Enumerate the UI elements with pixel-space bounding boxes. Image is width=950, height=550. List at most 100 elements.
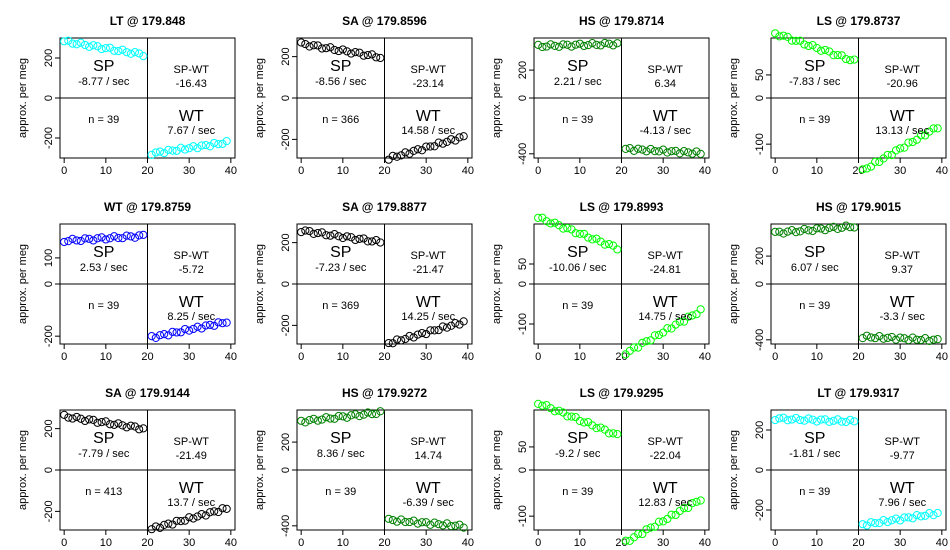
diff-value: -5.72 [179,264,204,276]
wt-data-point [663,148,672,157]
sp-data-point [821,226,830,235]
diff-label: SP-WT [174,64,210,76]
wt-data-point [684,503,693,513]
wt-data-point [392,152,402,161]
y-tick-label: 50 [517,441,529,453]
wt-data-point [858,165,867,174]
sp-data-point [363,237,372,246]
wt-data-point [388,515,397,525]
sp-data-point [808,415,817,424]
chart-svg: LT @ 179.9317 approx. per meg 0 10 20 30 40 -20… [728,386,948,549]
wt-data-point [871,157,880,166]
diff-label: SP-WT [885,250,921,262]
wt-data-point [621,144,630,153]
wt-data-point [887,332,896,342]
sp-data-point [825,223,834,233]
sp-data-point [571,412,580,422]
wt-label: WT [653,480,678,497]
wt-rate: 13.7 / sec [167,497,215,509]
chart-panel: SA @ 179.8596 approx. per meg 0 10 20 30 40 -20… [245,0,476,178]
wt-data-point [426,520,435,529]
sp-data-point [554,406,564,415]
wt-data-point [912,335,921,344]
sp-label: SP [93,430,114,447]
sp-data-point [534,213,543,223]
sp-data-point [342,232,352,241]
sp-data-point [821,45,830,55]
wt-data-point [189,514,198,523]
sp-data-point [330,45,339,55]
wt-data-point [172,516,181,525]
diff-label: SP-WT [411,64,447,76]
y-tick-label: -400 [280,515,292,537]
wt-data-point [629,146,639,155]
chart-panel: HS @ 179.9272 approx. per meg 0 10 20 30 40 -40… [245,372,476,550]
wt-data-point [679,147,689,156]
diff-value: -9.77 [890,450,915,462]
sp-data-point [604,39,614,48]
wt-data-point [172,146,181,155]
sp-data-point [122,231,131,240]
wt-data-point [155,523,165,533]
wt-data-point [684,148,693,157]
sp-rate: -10.06 / sec [549,262,607,274]
wt-data-point [654,147,664,156]
sp-data-point [567,412,576,421]
y-axis-label: approx. per meg [254,58,266,138]
sp-data-point [93,234,102,243]
y-tick-label: 0 [43,467,55,473]
y-tick-label: 50 [517,258,529,270]
wt-data-point [688,499,697,508]
sp-label: SP [567,244,588,261]
chart-svg: SA @ 179.8596 approx. per meg 0 10 20 30 40 -20… [254,14,474,177]
sp-data-point [330,414,339,423]
sp-data-point [305,42,314,51]
wt-data-point [447,135,456,144]
sp-data-point [89,415,98,424]
y-tick-label: -200 [280,314,292,336]
sp-data-point [796,415,805,425]
wt-data-point [193,322,202,331]
chart-title: LS @ 179.9295 [580,386,664,400]
sp-data-point [351,410,360,419]
n-label: n = 413 [85,486,122,498]
wt-label: WT [653,294,678,311]
sp-data-point [850,223,859,232]
wt-data-point [891,514,901,523]
wt-data-point [659,328,668,337]
sp-data-point [779,31,788,40]
wt-data-point [671,146,680,155]
wt-data-point [210,507,219,516]
x-tick-label: 40 [699,165,711,177]
sp-data-point [600,38,609,48]
sp-data-point [363,408,372,417]
wt-data-point [422,142,431,151]
sp-rate: -7.79 / sec [78,448,130,460]
x-tick-label: 0 [298,165,304,177]
x-tick-label: 30 [420,351,432,363]
sp-data-point [559,224,568,233]
wt-data-point [176,143,185,152]
y-axis-label: approx. per meg [728,430,740,510]
sp-data-point [812,43,821,53]
wt-data-point [164,145,173,154]
sp-data-point [89,41,98,50]
chart-title: WT @ 179.8759 [104,200,191,214]
sp-label: SP [567,430,588,447]
sp-data-point [130,422,140,431]
sp-data-point [571,229,580,238]
wt-label: WT [416,480,441,497]
x-tick-label: 40 [462,351,474,363]
x-tick-label: 0 [772,351,778,363]
sp-data-point [829,51,838,60]
sp-data-point [791,413,801,423]
sp-data-point [309,41,318,50]
x-tick-label: 20 [615,165,627,177]
wt-data-point [875,518,884,528]
chart-panel: SA @ 179.9144 approx. per meg 0 10 20 30 40 -20… [8,372,239,550]
sp-data-point [72,236,81,245]
sp-data-point [825,417,834,426]
wt-data-point [451,319,460,328]
wt-label: WT [890,480,915,497]
sp-data-point [804,226,813,235]
